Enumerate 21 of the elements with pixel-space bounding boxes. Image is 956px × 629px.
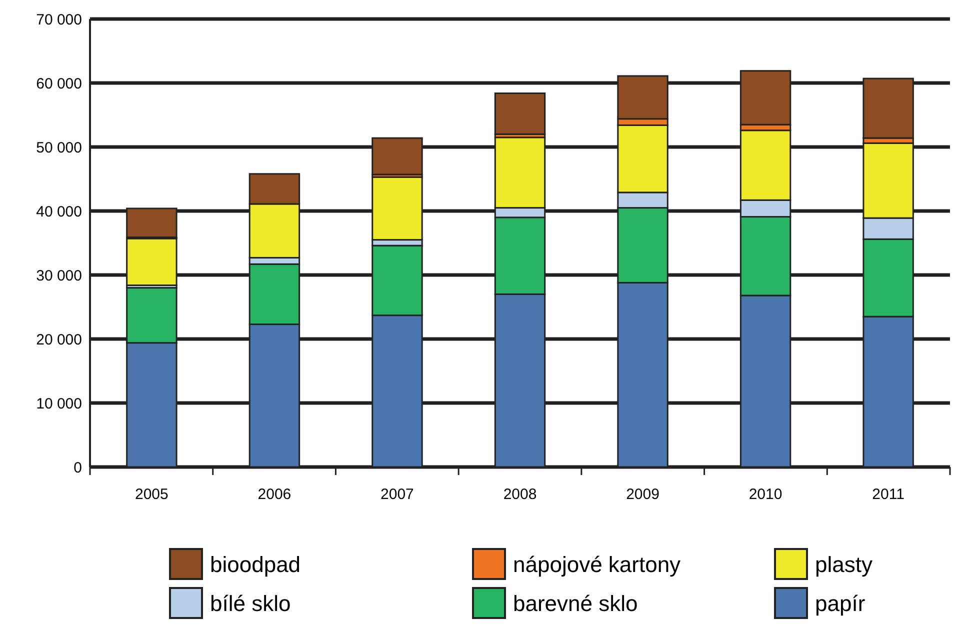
x-tick-label: 2005	[135, 486, 168, 503]
legend-label: plasty	[815, 552, 872, 577]
legend-label: nápojové kartony	[513, 552, 681, 577]
y-tick-label: 0	[74, 459, 82, 476]
y-tick-label: 60 000	[36, 75, 82, 92]
legend-label: bílé sklo	[210, 591, 291, 616]
x-tick-label: 2011	[872, 486, 904, 503]
x-tick-label: 2010	[748, 486, 782, 503]
y-tick-label: 30 000	[36, 267, 82, 284]
x-tick-label: 2008	[503, 486, 537, 503]
x-tick-label: 2006	[258, 486, 292, 503]
legend-label: barevné sklo	[513, 591, 638, 616]
y-tick-label: 20 000	[36, 331, 82, 348]
y-tick-label: 10 000	[36, 395, 82, 412]
x-tick-label: 2007	[380, 486, 414, 503]
y-tick-label: 50 000	[36, 139, 82, 156]
x-tick-label: 2009	[626, 486, 660, 503]
legend-label: bioodpad	[210, 552, 301, 577]
y-tick-label: 70 000	[36, 11, 82, 28]
legend-label: papír	[815, 591, 866, 616]
y-tick-label: 40 000	[36, 203, 82, 220]
